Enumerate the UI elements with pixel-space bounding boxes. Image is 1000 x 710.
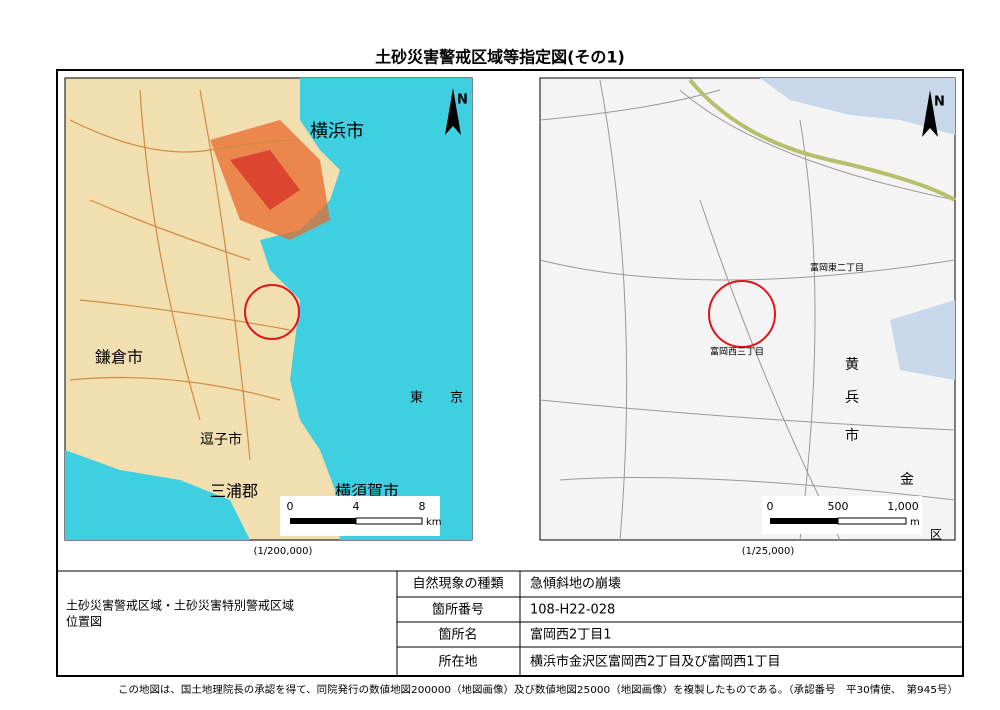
row-value: 急傾斜地の崩壊 xyxy=(530,577,621,592)
area-label: 位置図 xyxy=(66,614,102,629)
row-label: 箇所名 xyxy=(438,627,477,643)
place-label: 横浜市 xyxy=(310,121,364,142)
scale-tick: 4 xyxy=(353,500,360,513)
scale-tick: 0 xyxy=(767,500,774,513)
row-label: 所在地 xyxy=(438,655,477,670)
scale-unit: m xyxy=(910,517,920,528)
place-label: 兵 xyxy=(845,390,859,406)
area-label: 土砂災害警戒区域・土砂災害特別警戒区域 xyxy=(66,598,294,613)
title: 土砂災害警戒区域等指定図(その1) xyxy=(375,48,625,67)
place-label: 逗子市 xyxy=(200,431,242,448)
row-label: 箇所番号 xyxy=(432,602,484,618)
scale-unit: km xyxy=(426,517,442,528)
right-map: N 富岡西三丁目 富岡東二丁目 黄 兵 市 金 区 0 500 1,000 m xyxy=(539,77,956,542)
place-label: 京 xyxy=(450,391,463,406)
north-label: N xyxy=(934,95,945,110)
scale-tick: 1,000 xyxy=(887,500,919,513)
frame xyxy=(56,69,964,677)
place-label: 黄 xyxy=(845,356,859,373)
place-label: 金 xyxy=(900,472,914,488)
row-value: 横浜市金沢区富岡西2丁目及び富岡西1丁目 xyxy=(530,654,781,670)
place-label: 富岡西三丁目 xyxy=(710,346,764,358)
place-label: 横須賀市 xyxy=(335,482,399,501)
scale-tick: 0 xyxy=(287,500,294,513)
place-label: 区 xyxy=(930,528,942,542)
info-table xyxy=(57,570,963,676)
left-map: N 横浜市 鎌倉市 逗子市 三浦郡 横須賀市 東 京 0 4 8 km xyxy=(64,77,473,541)
place-label: 東 xyxy=(410,390,423,406)
row-label: 自然現象の種類 xyxy=(412,576,503,592)
scale-tick: 8 xyxy=(419,500,426,513)
north-label: N xyxy=(457,93,468,108)
row-value: 108-H22-028 xyxy=(530,603,615,618)
place-label: 鎌倉市 xyxy=(95,348,143,367)
place-label: 富岡東二丁目 xyxy=(810,262,864,274)
scale-label: (1/200,000) xyxy=(254,546,313,557)
scale-label: (1/25,000) xyxy=(742,546,795,557)
footer: この地図は、国土地理院長の承認を得て、同院発行の数値地図200000（地図画像）… xyxy=(118,683,958,696)
place-label: 三浦郡 xyxy=(210,482,258,501)
scale-tick: 500 xyxy=(828,500,849,513)
place-label: 市 xyxy=(845,427,859,444)
row-value: 富岡西2丁目1 xyxy=(530,627,612,643)
